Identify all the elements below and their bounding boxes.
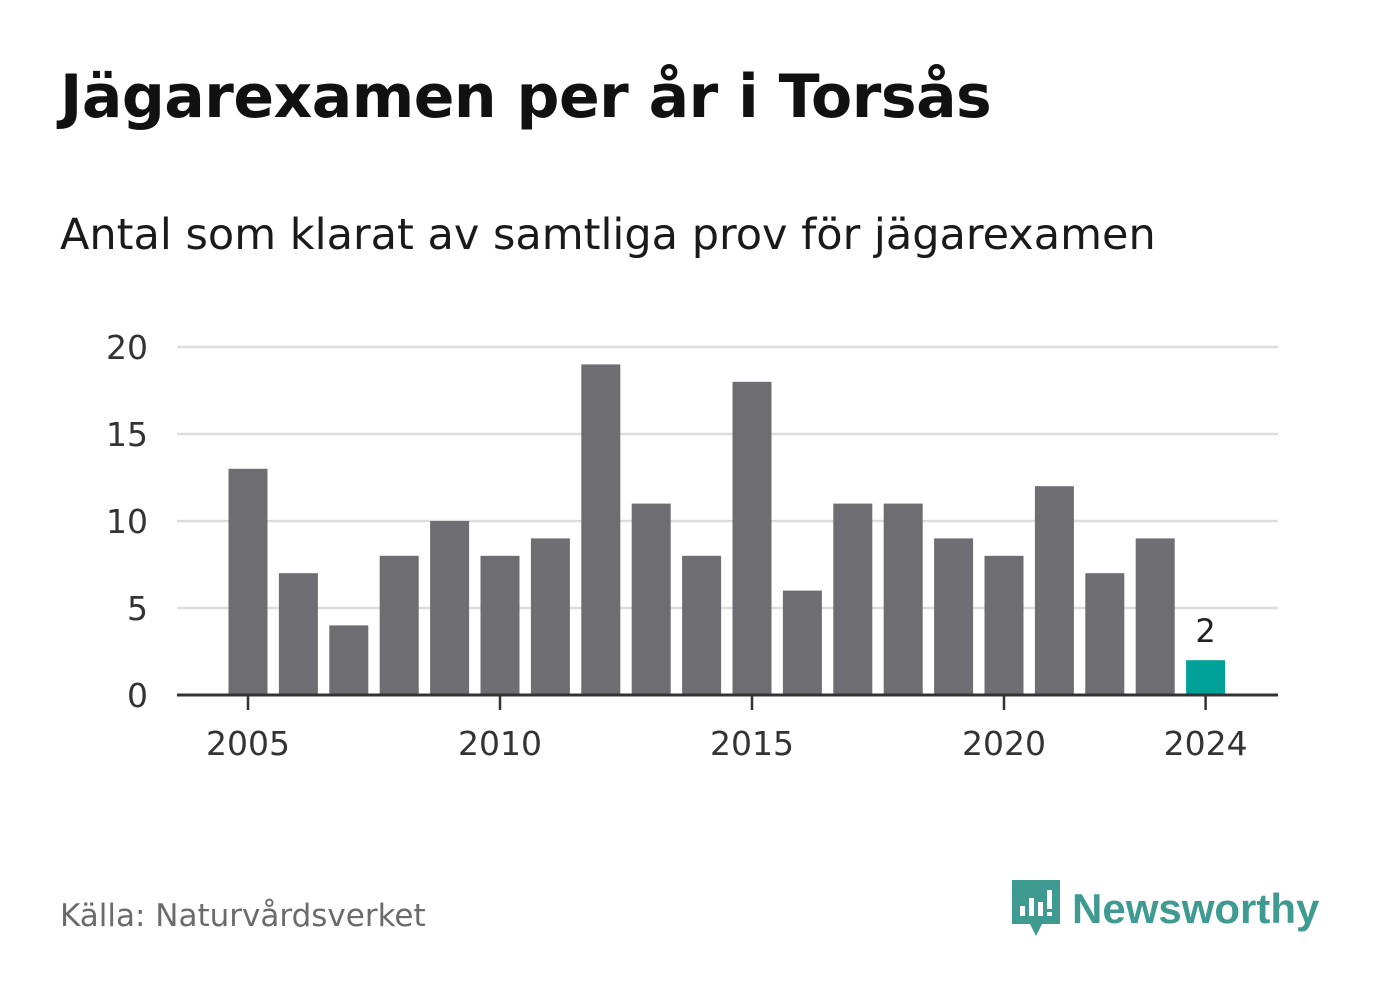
bar-2024 bbox=[1186, 660, 1226, 695]
bar-2012 bbox=[581, 364, 621, 695]
bar-2015 bbox=[732, 381, 772, 695]
bar-2016 bbox=[782, 590, 822, 695]
x-tick-label: 2005 bbox=[206, 724, 290, 763]
bar-2010 bbox=[480, 555, 520, 695]
bar-2020 bbox=[984, 555, 1024, 695]
chart-subtitle: Antal som klarat av samtliga prov för jä… bbox=[60, 210, 1156, 260]
brand-name: Newsworthy bbox=[1072, 885, 1320, 932]
x-tick-label: 2010 bbox=[458, 724, 542, 763]
newsworthy-logo-icon bbox=[1012, 880, 1060, 936]
x-tick-label: 2020 bbox=[962, 724, 1046, 763]
data-label-2024: 2 bbox=[1195, 612, 1215, 650]
brand-logo: Newsworthy bbox=[1010, 878, 1319, 940]
bar-2022 bbox=[1085, 573, 1125, 695]
x-tick-label: 2024 bbox=[1164, 724, 1248, 763]
y-tick-label: 20 bbox=[106, 328, 148, 367]
y-tick-label: 0 bbox=[127, 676, 148, 715]
y-tick-label: 5 bbox=[127, 589, 148, 628]
bars bbox=[228, 364, 1226, 695]
bar-2006 bbox=[278, 573, 318, 695]
bar-2021 bbox=[1034, 486, 1074, 695]
bar-2007 bbox=[329, 625, 369, 695]
bar-2011 bbox=[530, 538, 570, 695]
x-axis-ticks: 2005 2010 2015 2020 2024 bbox=[206, 695, 1248, 763]
bar-2017 bbox=[833, 503, 873, 695]
bar-2005 bbox=[228, 468, 268, 695]
bar-2009 bbox=[430, 521, 470, 695]
bar-2008 bbox=[379, 555, 419, 695]
bar-2013 bbox=[631, 503, 671, 695]
chart-title: Jägarexamen per år i Torsås bbox=[60, 62, 992, 132]
y-tick-label: 15 bbox=[106, 415, 148, 454]
source-note: Källa: Naturvårdsverket bbox=[60, 898, 426, 934]
y-tick-label: 10 bbox=[106, 502, 148, 541]
bar-2019 bbox=[934, 538, 974, 695]
grid-lines bbox=[177, 345, 1278, 610]
data-labels: 2 bbox=[1195, 612, 1215, 650]
bar-2014 bbox=[682, 555, 722, 695]
bar-2018 bbox=[883, 503, 923, 695]
y-axis-labels: 0 5 10 15 20 bbox=[106, 328, 148, 715]
bar-2023 bbox=[1135, 538, 1175, 695]
x-tick-label: 2015 bbox=[710, 724, 794, 763]
